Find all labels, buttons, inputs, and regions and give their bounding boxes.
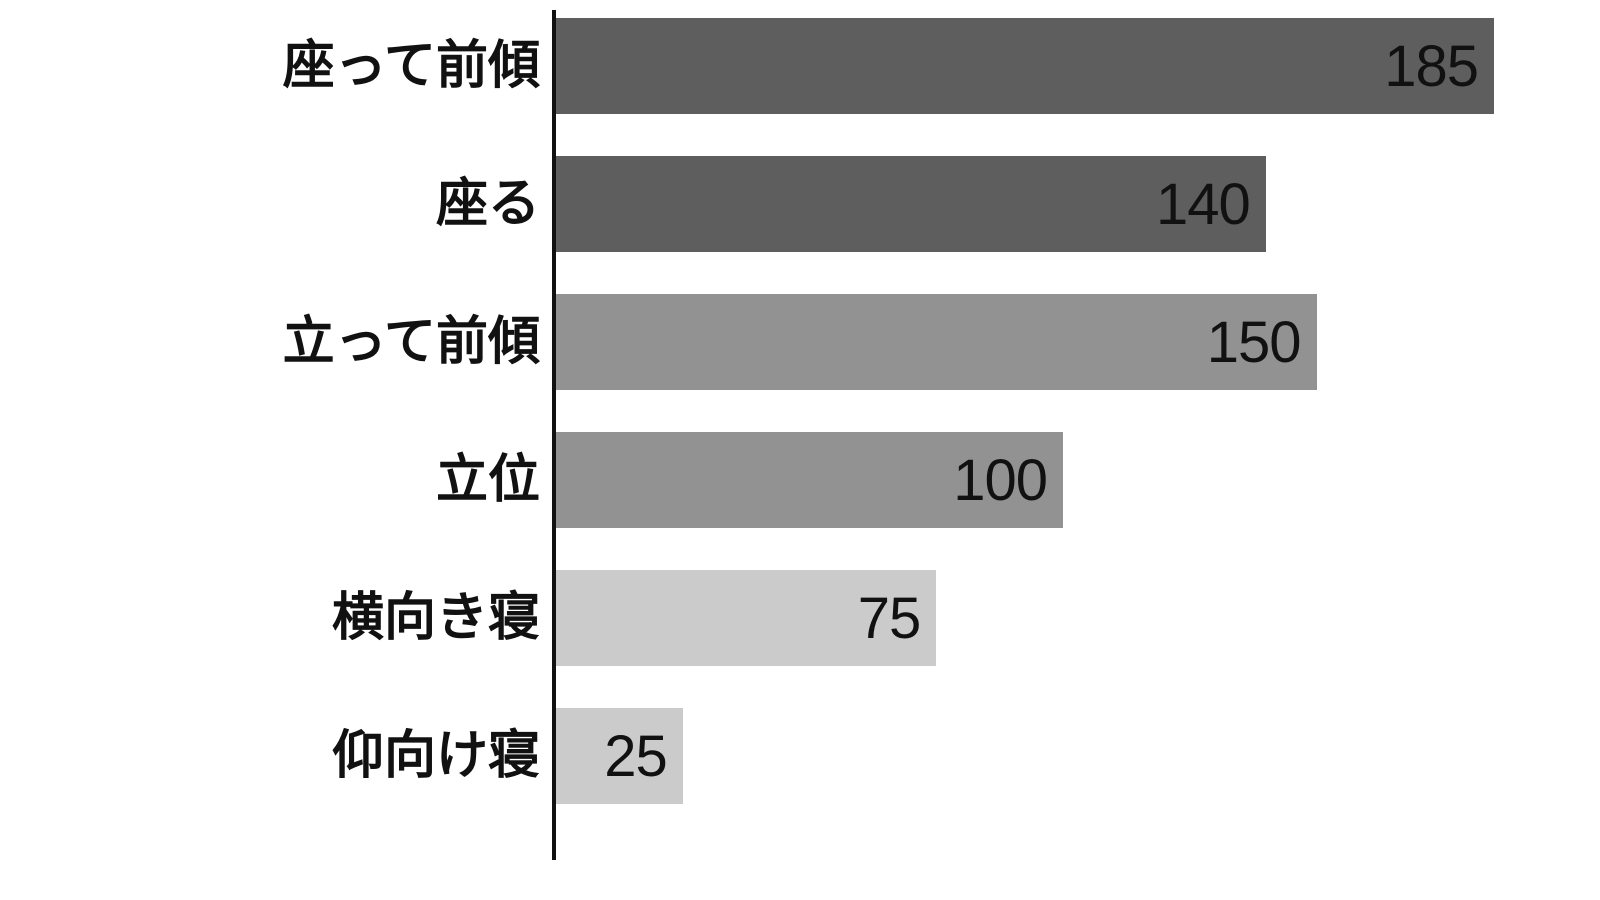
bar: 150	[556, 294, 1317, 390]
bar-value: 185	[1384, 33, 1478, 100]
bar: 100	[556, 432, 1063, 528]
category-label: 立って前傾	[283, 294, 540, 390]
category-label: 座って前傾	[283, 18, 540, 114]
category-label: 座る	[436, 156, 540, 252]
category-label: 横向き寝	[332, 570, 540, 666]
bar-value: 150	[1207, 309, 1301, 376]
bar-value: 25	[604, 723, 667, 790]
bar: 140	[556, 156, 1266, 252]
category-label: 立位	[436, 432, 540, 528]
bar-chart: 座って前傾 185 座る 140 立って前傾 150 立位 100 横向き寝 75 仰向け寝 25	[0, 0, 1600, 900]
bar-value: 140	[1156, 171, 1250, 238]
category-label: 仰向け寝	[332, 708, 540, 804]
bar: 75	[556, 570, 936, 666]
bar: 185	[556, 18, 1494, 114]
bar-value: 100	[953, 447, 1047, 514]
bar: 25	[556, 708, 683, 804]
bar-value: 75	[858, 585, 921, 652]
